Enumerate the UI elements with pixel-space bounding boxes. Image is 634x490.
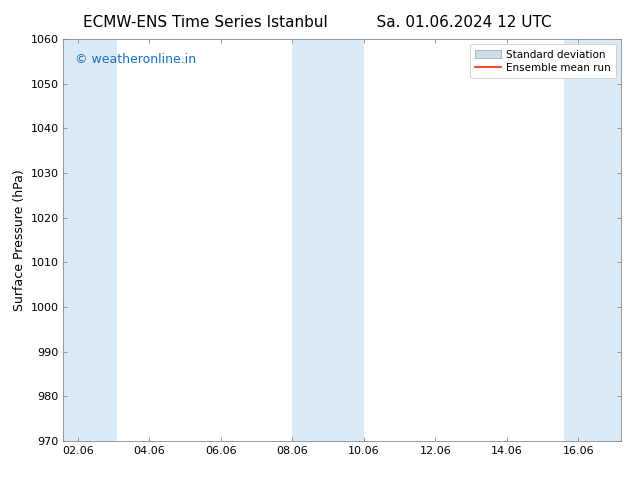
Text: ECMW-ENS Time Series Istanbul          Sa. 01.06.2024 12 UTC: ECMW-ENS Time Series Istanbul Sa. 01.06.… — [82, 15, 552, 30]
Text: © weatheronline.in: © weatheronline.in — [75, 53, 196, 66]
Y-axis label: Surface Pressure (hPa): Surface Pressure (hPa) — [13, 169, 26, 311]
Bar — [292, 39, 364, 441]
Bar — [63, 39, 117, 441]
Legend: Standard deviation, Ensemble mean run: Standard deviation, Ensemble mean run — [470, 45, 616, 78]
Bar — [564, 39, 621, 441]
